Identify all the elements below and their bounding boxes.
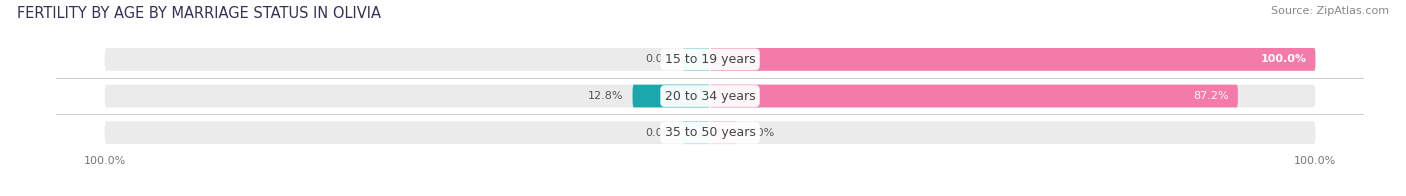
Text: 35 to 50 years: 35 to 50 years bbox=[665, 126, 755, 139]
FancyBboxPatch shape bbox=[633, 85, 710, 107]
Text: 20 to 34 years: 20 to 34 years bbox=[665, 90, 755, 103]
Text: 0.0%: 0.0% bbox=[747, 128, 775, 138]
FancyBboxPatch shape bbox=[104, 85, 1316, 107]
Text: 0.0%: 0.0% bbox=[645, 128, 673, 138]
FancyBboxPatch shape bbox=[710, 48, 1316, 71]
FancyBboxPatch shape bbox=[104, 121, 1316, 144]
FancyBboxPatch shape bbox=[710, 85, 1237, 107]
FancyBboxPatch shape bbox=[104, 48, 1316, 71]
Text: 0.0%: 0.0% bbox=[645, 54, 673, 64]
Text: 12.8%: 12.8% bbox=[588, 91, 623, 101]
FancyBboxPatch shape bbox=[683, 121, 710, 144]
Text: 15 to 19 years: 15 to 19 years bbox=[665, 53, 755, 66]
FancyBboxPatch shape bbox=[710, 121, 737, 144]
Text: 100.0%: 100.0% bbox=[1260, 54, 1306, 64]
FancyBboxPatch shape bbox=[683, 48, 710, 71]
Text: 87.2%: 87.2% bbox=[1194, 91, 1229, 101]
Text: Source: ZipAtlas.com: Source: ZipAtlas.com bbox=[1271, 6, 1389, 16]
Text: FERTILITY BY AGE BY MARRIAGE STATUS IN OLIVIA: FERTILITY BY AGE BY MARRIAGE STATUS IN O… bbox=[17, 6, 381, 21]
